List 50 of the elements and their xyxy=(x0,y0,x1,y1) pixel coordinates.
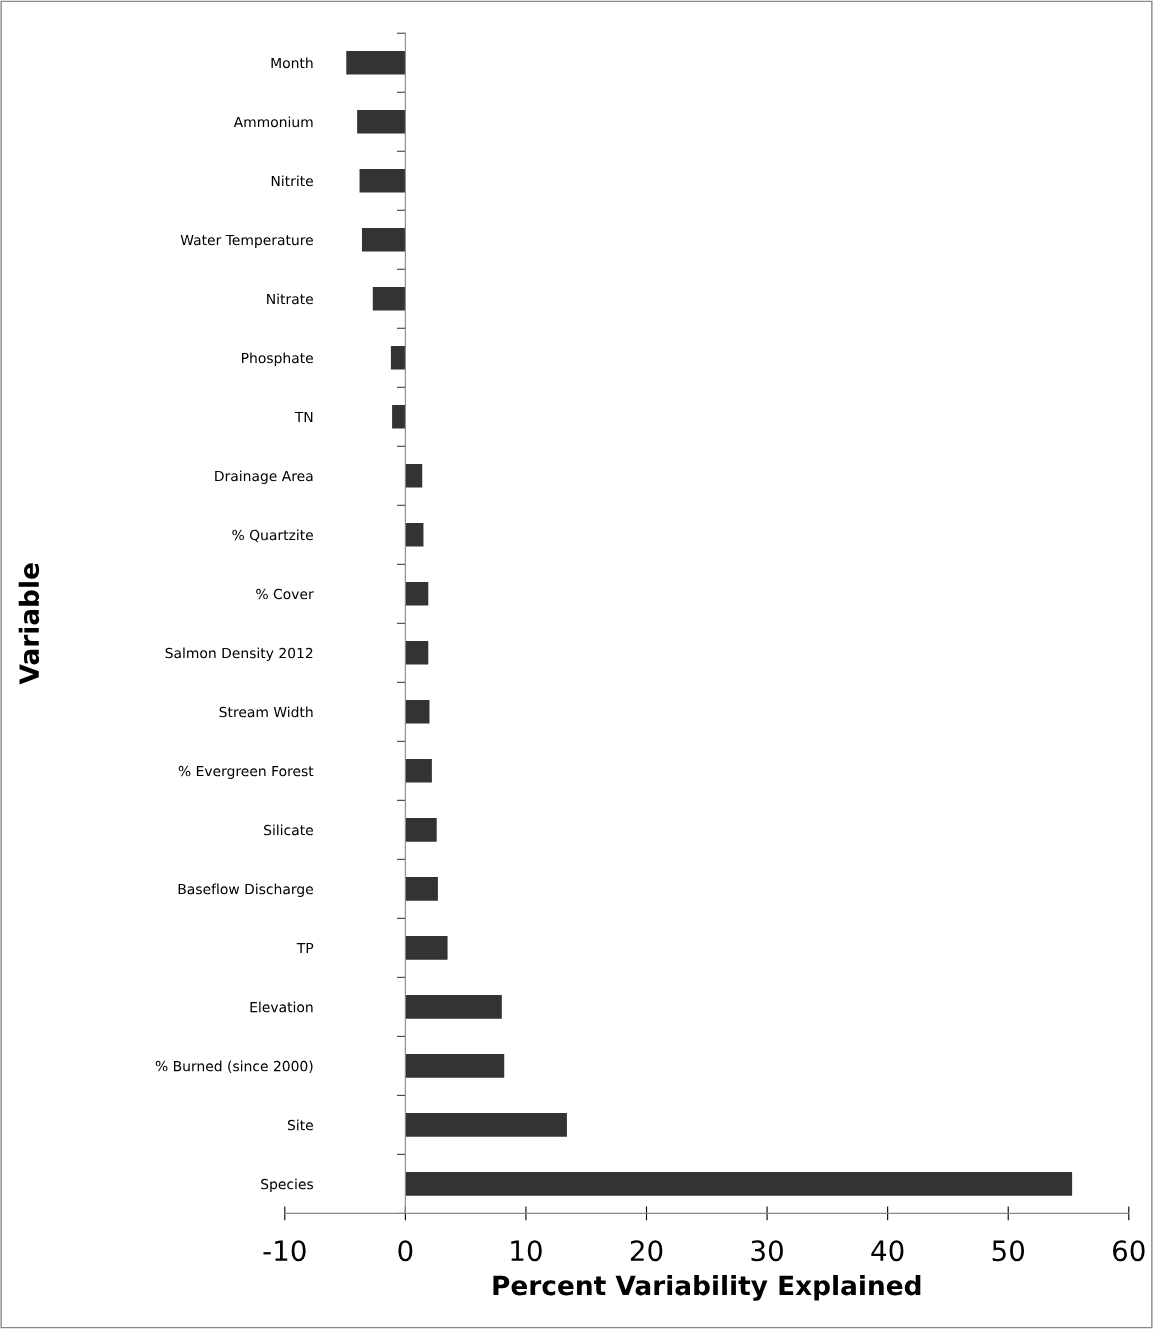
y-tick-label: Water Temperature xyxy=(180,234,313,248)
y-tick-label: % Burned (since 2000) xyxy=(155,1060,313,1073)
bar xyxy=(405,463,423,488)
x-tick-label: 30 xyxy=(751,1240,783,1262)
y-tick-label: TP xyxy=(296,942,314,954)
x-tick-label: -10 xyxy=(263,1240,306,1262)
y-tick-label: Elevation xyxy=(250,1001,313,1013)
y-tick-label: Baseflow Discharge xyxy=(178,883,313,897)
y-tick-label: Salmon Density 2012 xyxy=(165,647,313,661)
y-axis-title: Variable xyxy=(18,563,40,685)
y-tick-label: % Cover xyxy=(256,588,314,600)
y-tick-label: Drainage Area xyxy=(215,470,313,484)
bar xyxy=(405,1113,567,1137)
y-tick-label: Nitrite xyxy=(271,175,313,187)
x-tick-label: 60 xyxy=(1113,1240,1145,1262)
bar xyxy=(405,818,437,842)
y-tick-label: % Evergreen Forest xyxy=(178,765,314,779)
bar xyxy=(357,109,406,134)
y-tick-label: Month xyxy=(271,57,313,69)
y-tick-label: TN xyxy=(294,411,313,423)
y-tick-label: Silicate xyxy=(264,824,313,836)
y-tick-label: Species xyxy=(261,1178,314,1193)
bar xyxy=(405,995,502,1019)
bar xyxy=(405,1172,1073,1196)
bar xyxy=(361,227,406,252)
bar xyxy=(372,286,406,311)
bar xyxy=(405,700,430,724)
x-tick-label: 10 xyxy=(511,1240,542,1262)
bar xyxy=(405,877,438,901)
bar xyxy=(405,582,429,606)
y-tick-label: Ammonium xyxy=(233,116,313,128)
bar xyxy=(359,168,406,193)
bar xyxy=(405,1054,505,1078)
y-tick-label: Nitrate xyxy=(267,293,313,305)
bar xyxy=(392,404,406,429)
bar xyxy=(405,936,448,960)
x-tick-label: 20 xyxy=(630,1240,663,1262)
bar xyxy=(405,522,424,547)
x-axis-title: Percent Variability Explained xyxy=(493,1274,921,1301)
x-tick-label: 0 xyxy=(398,1240,413,1262)
bar xyxy=(346,50,406,75)
y-tick-label: % Quartzite xyxy=(232,529,313,542)
bar xyxy=(405,641,429,665)
bar xyxy=(390,345,406,370)
y-tick-label: Site xyxy=(287,1119,313,1131)
y-tick-label: Stream Width xyxy=(219,706,313,718)
x-tick-label: 40 xyxy=(871,1240,904,1262)
x-tick-label: 50 xyxy=(992,1240,1025,1262)
bar xyxy=(405,759,432,783)
y-tick-label: Phosphate xyxy=(242,352,313,366)
